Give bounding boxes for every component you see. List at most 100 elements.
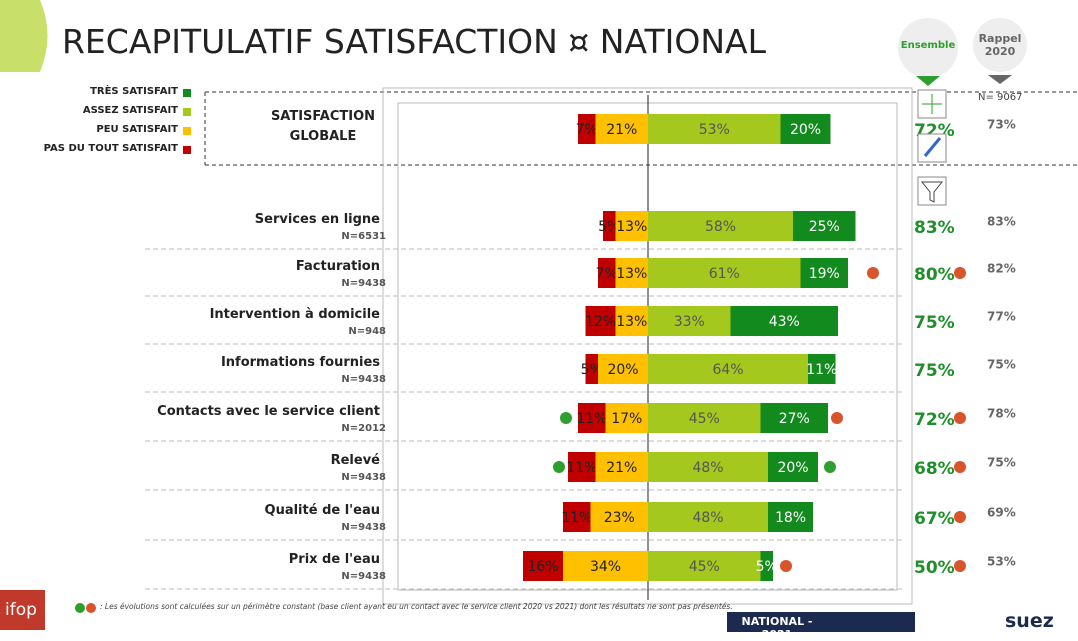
value-label: 58% xyxy=(705,219,736,235)
rappel-value: 53% xyxy=(987,555,1016,569)
rappel-value: 78% xyxy=(987,407,1016,421)
bar-segment xyxy=(648,452,768,482)
value-label: 16% xyxy=(527,559,558,575)
ensemble-value: 80% xyxy=(914,265,955,285)
ensemble-header: Ensemble xyxy=(900,40,956,51)
category-label: Facturation xyxy=(295,259,380,274)
rappel-value: 73% xyxy=(987,118,1016,132)
value-label: 45% xyxy=(689,559,720,575)
logo-right: suez xyxy=(1005,610,1054,632)
sample-size: N=2012 xyxy=(341,423,386,434)
category-label: Qualité de l'eau xyxy=(264,503,380,518)
category-label: Prix de l'eau xyxy=(288,552,380,567)
selection xyxy=(382,87,913,605)
bar-segment xyxy=(578,403,606,433)
badge xyxy=(973,18,1027,72)
value-label: 5% xyxy=(581,362,603,378)
sample-size: N=9438 xyxy=(341,472,386,483)
value-label: 20% xyxy=(607,362,638,378)
category-label: Intervention à domicile xyxy=(209,307,380,322)
category-label: SATISFACTION GLOBALE xyxy=(270,109,376,144)
icon xyxy=(922,94,942,114)
icon xyxy=(923,137,942,157)
logo-left: ifop xyxy=(5,600,37,620)
bar-segment xyxy=(760,403,828,433)
badge-arrow xyxy=(916,76,940,86)
category-label: Relevé xyxy=(330,453,380,468)
rappel-value: 82% xyxy=(987,262,1016,276)
bar-segment xyxy=(578,114,596,144)
ensemble-value: 75% xyxy=(914,361,955,381)
bar-segment xyxy=(585,306,616,336)
bar-segment xyxy=(605,403,648,433)
ensemble-value: 68% xyxy=(914,459,955,479)
sample-size: N=9438 xyxy=(341,522,386,533)
bar-segment xyxy=(768,502,813,532)
value-label: 11% xyxy=(561,510,592,526)
bar-segment xyxy=(793,211,856,241)
trend-icons xyxy=(75,267,966,613)
value-label: 21% xyxy=(606,460,637,476)
bar-segment xyxy=(648,211,793,241)
value-label: 45% xyxy=(689,411,720,427)
value-label: 5% xyxy=(756,559,778,575)
value-label: 20% xyxy=(777,460,808,476)
ensemble-value: 50% xyxy=(914,558,955,578)
value-label: 7% xyxy=(576,122,598,138)
bar-segment xyxy=(648,502,768,532)
value-label: 61% xyxy=(709,266,740,282)
bars: 7% 21% 53% 20% 72% 73%5%13% 58% 25% 83% 83%7%13% 6… xyxy=(183,89,1016,581)
bar-segment xyxy=(595,452,648,482)
sample-size: N=9438 xyxy=(341,374,386,385)
bar-segment xyxy=(595,114,648,144)
category-label: Services en ligne xyxy=(254,212,380,227)
bar-segment xyxy=(648,403,761,433)
bar-segment xyxy=(585,354,598,384)
bar-segment xyxy=(760,551,773,581)
legend-label: ASSEZ SATISFAIT xyxy=(82,105,178,116)
rappel-value: 75% xyxy=(987,358,1016,372)
value-label: 53% xyxy=(699,122,730,138)
bar-segment xyxy=(648,551,761,581)
bar-segment xyxy=(598,258,616,288)
bar-segment xyxy=(598,354,648,384)
rappel-header: Rappel 2020 xyxy=(978,32,1022,58)
legend-label: PAS DU TOUT SATISFAIT xyxy=(43,143,178,154)
category-label: Informations fournies xyxy=(220,355,380,370)
value-label: 5% xyxy=(598,219,620,235)
ensemble-value: 75% xyxy=(914,313,955,333)
bar-segment xyxy=(563,502,591,532)
rappel-value: 75% xyxy=(987,456,1016,470)
bar-segment xyxy=(523,551,563,581)
value-label: 17% xyxy=(611,411,642,427)
category-label: Contacts avec le service client xyxy=(157,404,380,419)
sample-size: N=6531 xyxy=(341,231,386,242)
value-label: 48% xyxy=(692,460,723,476)
legend-swatch xyxy=(183,89,191,97)
value-label: 43% xyxy=(769,314,800,330)
bar-segment xyxy=(730,306,838,336)
footnote: : Les évolutions sont calculées sur un p… xyxy=(100,602,733,611)
value-label: 21% xyxy=(606,122,637,138)
value-label: 19% xyxy=(809,266,840,282)
badge xyxy=(898,18,958,78)
value-label: 25% xyxy=(809,219,840,235)
bar-segment xyxy=(615,211,648,241)
icon xyxy=(920,181,944,203)
separators xyxy=(145,248,905,590)
value-label: 11% xyxy=(806,362,837,378)
rappel-n: N= 9067 xyxy=(978,92,1023,103)
value-label: 13% xyxy=(616,266,647,282)
rappel-value: 69% xyxy=(987,506,1016,520)
bar-segment xyxy=(590,502,648,532)
value-label: 64% xyxy=(712,362,743,378)
value-label: 13% xyxy=(616,219,647,235)
bar-segment xyxy=(563,551,648,581)
legend-label: TRÈS SATISFAIT xyxy=(90,86,178,97)
bar-segment xyxy=(615,258,648,288)
value-label: 27% xyxy=(779,411,810,427)
ensemble-value: 67% xyxy=(914,509,955,529)
bar-segment xyxy=(615,306,648,336)
rappel-value: 83% xyxy=(987,215,1016,229)
